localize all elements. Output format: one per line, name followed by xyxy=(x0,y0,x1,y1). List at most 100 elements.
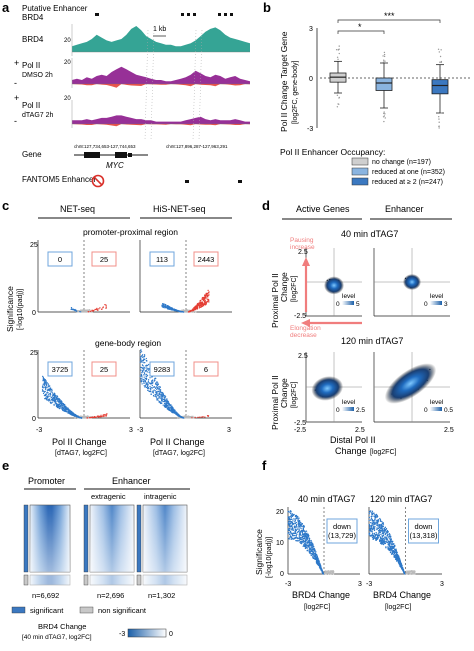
point-up xyxy=(206,415,209,417)
point-up xyxy=(103,413,105,416)
box-outlier xyxy=(383,59,385,61)
point-down xyxy=(304,532,307,535)
legend: no change (n=197)reduced at one (n=352)r… xyxy=(351,157,445,186)
point-down xyxy=(164,303,167,306)
point-down xyxy=(43,378,45,380)
point-down xyxy=(42,390,45,392)
ytick: 3 xyxy=(309,26,313,33)
point-down xyxy=(177,309,179,312)
point-up xyxy=(195,307,198,310)
point-down xyxy=(144,358,146,361)
point-down xyxy=(297,523,300,526)
point-ns xyxy=(330,570,332,572)
point-down xyxy=(147,383,149,386)
point-down xyxy=(152,392,155,394)
point-down xyxy=(52,393,54,396)
point-down xyxy=(70,308,73,310)
point-ns xyxy=(327,571,329,574)
point-down xyxy=(312,554,314,556)
track-scale: 20 xyxy=(64,38,71,44)
point-down xyxy=(304,536,306,538)
count-box-down xyxy=(47,251,73,267)
point-down xyxy=(47,396,50,398)
panel-d-ylabel: Proximal Pol II xyxy=(270,375,280,430)
point-down xyxy=(58,404,60,406)
legend-swatch xyxy=(351,167,369,176)
point-up xyxy=(96,308,98,310)
point-down xyxy=(165,403,168,405)
point-down xyxy=(64,404,66,406)
point-up xyxy=(208,291,210,294)
track-signal xyxy=(72,66,250,84)
row-title-40: 40 min dTAG7 xyxy=(341,229,398,239)
point-down xyxy=(63,409,66,411)
point-down xyxy=(140,366,142,368)
point-down xyxy=(180,311,182,313)
point-up xyxy=(105,414,108,416)
point-down xyxy=(173,410,175,413)
point-down xyxy=(311,553,314,555)
density-blob xyxy=(311,376,344,401)
point-down xyxy=(148,371,150,373)
point-down xyxy=(143,374,145,376)
point-down xyxy=(289,522,292,525)
point-down xyxy=(167,401,170,403)
point-down xyxy=(160,393,162,395)
point-down xyxy=(302,540,304,543)
point-down xyxy=(48,386,50,388)
point-down xyxy=(300,521,302,524)
point-down xyxy=(289,531,292,533)
track-label-dmso: DMSO 2h xyxy=(22,72,53,79)
box-outlier xyxy=(382,55,384,57)
point-up xyxy=(205,302,207,305)
point-down xyxy=(314,554,317,556)
col-title-enhancer: Enhancer xyxy=(385,204,424,214)
point-down xyxy=(290,536,292,538)
panel-c-letter: c xyxy=(2,198,9,213)
point-down xyxy=(305,542,307,544)
track-label-putative: Putative Enhancer xyxy=(22,4,88,13)
count-extragenic: n=2,696 xyxy=(97,591,124,600)
point-down xyxy=(60,402,63,404)
point-down xyxy=(299,536,301,539)
point-down xyxy=(141,364,144,366)
point-down xyxy=(302,527,305,530)
track-break xyxy=(144,29,149,141)
point-down xyxy=(159,393,161,396)
point-up xyxy=(207,299,209,301)
point-down xyxy=(305,533,308,536)
point-down xyxy=(145,377,148,380)
side-bar-significant xyxy=(136,504,142,573)
point-ns xyxy=(331,570,333,572)
heatmap-fade xyxy=(30,505,70,572)
point-down xyxy=(310,543,313,546)
point-up xyxy=(104,415,106,417)
count-box-down xyxy=(149,361,175,377)
point-down xyxy=(140,356,142,358)
point-down xyxy=(301,522,303,525)
point-down xyxy=(154,378,156,380)
point-down xyxy=(180,416,182,418)
point-down xyxy=(304,533,306,536)
point-up xyxy=(95,308,97,311)
point-down xyxy=(48,388,50,390)
point-down xyxy=(76,310,78,312)
side-bar-nonsignificant xyxy=(23,574,29,586)
point-down xyxy=(41,375,44,378)
point-down xyxy=(141,361,144,363)
point-up xyxy=(89,416,92,419)
xtick: -3 xyxy=(36,427,42,434)
point-down xyxy=(158,395,160,397)
down-count: (13,729) xyxy=(328,531,356,540)
point-down xyxy=(305,544,307,547)
point-down xyxy=(50,402,53,404)
point-down xyxy=(292,534,295,537)
point-up xyxy=(99,307,101,309)
side-bar-significant xyxy=(83,504,89,573)
fantom-enhancer-mark xyxy=(238,180,242,183)
point-down xyxy=(290,538,293,540)
point-ns xyxy=(328,571,331,573)
box-outlier xyxy=(384,60,386,62)
